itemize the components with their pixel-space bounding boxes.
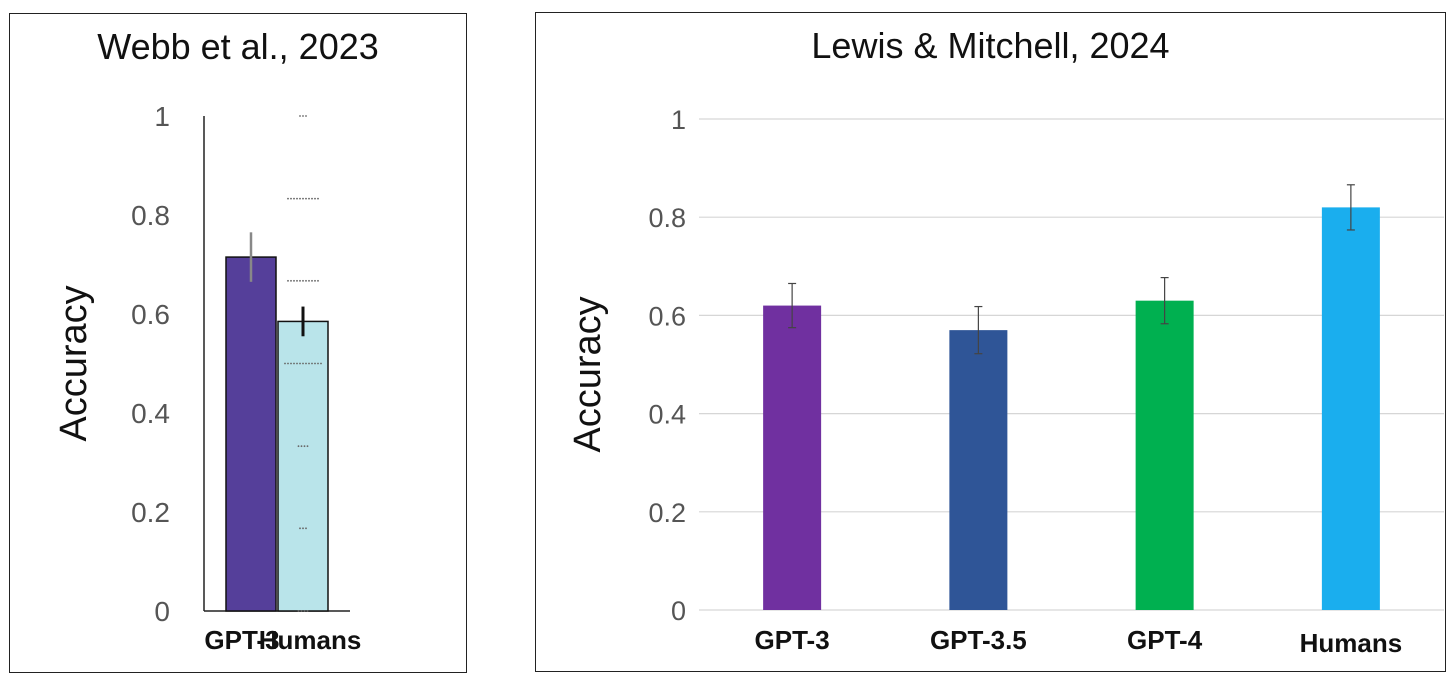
human-score-point [305,197,307,200]
x-tick-label: Humans [1300,628,1403,658]
human-score-point [314,362,316,365]
chart-title: Lewis & Mitchell, 2024 [811,25,1170,66]
human-score-point [311,362,313,365]
x-tick-label: GPT-3 [204,625,279,655]
human-score-point [299,197,301,200]
human-score-point [302,279,304,282]
human-score-point [308,362,310,365]
human-score-point [293,279,295,282]
x-tick-label: GPT-4 [1127,625,1203,655]
human-score-point [303,610,306,612]
human-score-point [284,362,286,365]
y-tick-label: 0.4 [131,398,170,429]
human-score-point [302,362,304,365]
y-tick-label: 0.2 [648,498,686,528]
human-score-point [305,115,307,117]
human-score-point [306,445,309,448]
human-score-point [314,279,316,282]
chart-title: Webb et al., 2023 [97,26,379,67]
human-score-point [305,527,307,530]
human-score-point [303,445,306,448]
human-score-point [296,362,298,365]
human-score-point [317,197,319,200]
y-tick-label: 0.2 [131,497,170,528]
human-score-point [302,115,304,117]
human-score-point [299,115,301,117]
bar-gpt-4 [1135,300,1194,610]
y-tick-label: 0 [154,596,170,627]
human-score-point [287,279,289,282]
human-score-point [308,279,310,282]
x-tick-label: Humans [259,625,362,655]
human-score-point [290,362,292,365]
human-score-point [290,279,292,282]
human-score-point [305,279,307,282]
human-score-point [308,197,310,200]
bar-humans [277,320,329,612]
x-tick-label: GPT-3.5 [930,625,1027,655]
chart-panel-webb: Webb et al., 2023 0 0.2 0.4 0.6 0.8 1 Accuracy… [9,13,467,673]
y-tick-label: 0.6 [131,299,170,330]
human-score-point [311,197,313,200]
human-score-point [287,197,289,200]
human-score-point [317,362,319,365]
chart-lewis-mitchell: 0 0.2 0.4 0.6 0.8 1 Accuracy GPT-3 GPT-3.5 GPT-4 H… [567,105,1444,658]
human-score-point [302,197,304,200]
human-score-point [297,610,300,612]
bar-humans [1321,207,1380,610]
y-tick-label: 0.6 [648,301,686,331]
human-score-point [314,197,316,200]
human-score-point [317,279,319,282]
human-score-point [290,197,292,200]
bar-gpt-3 [225,256,277,612]
human-score-point [293,362,295,365]
human-score-point [305,362,307,365]
human-score-point [296,279,298,282]
human-score-point [293,197,295,200]
human-score-point [287,362,289,365]
y-tick-label: 0.4 [648,400,686,430]
y-axis-label: Accuracy [567,296,609,452]
x-tick-label: GPT-3 [755,625,830,655]
human-score-point [320,362,322,365]
y-tick-label: 0.8 [648,203,686,233]
human-score-point [299,527,301,530]
human-score-point [299,362,301,365]
y-tick-label: 1 [671,105,686,135]
human-score-point [302,527,304,530]
human-score-point [297,445,300,448]
y-axis-label: Accuracy [53,285,95,441]
y-tick-label: 0 [671,596,686,626]
human-score-point [311,279,313,282]
human-score-point [306,610,309,612]
human-score-point [296,197,298,200]
human-score-point [300,445,303,448]
bar-gpt-3-5 [949,330,1008,610]
bar-gpt-3 [763,305,822,610]
chart-panel-lewis-mitchell: Lewis & Mitchell, 2024 0 0.2 0.4 0.6 0.8 1 Acc… [535,12,1446,672]
y-tick-label: 0.8 [131,200,170,231]
human-score-point [299,279,301,282]
y-tick-label: 1 [154,101,170,132]
human-score-point [300,610,303,612]
